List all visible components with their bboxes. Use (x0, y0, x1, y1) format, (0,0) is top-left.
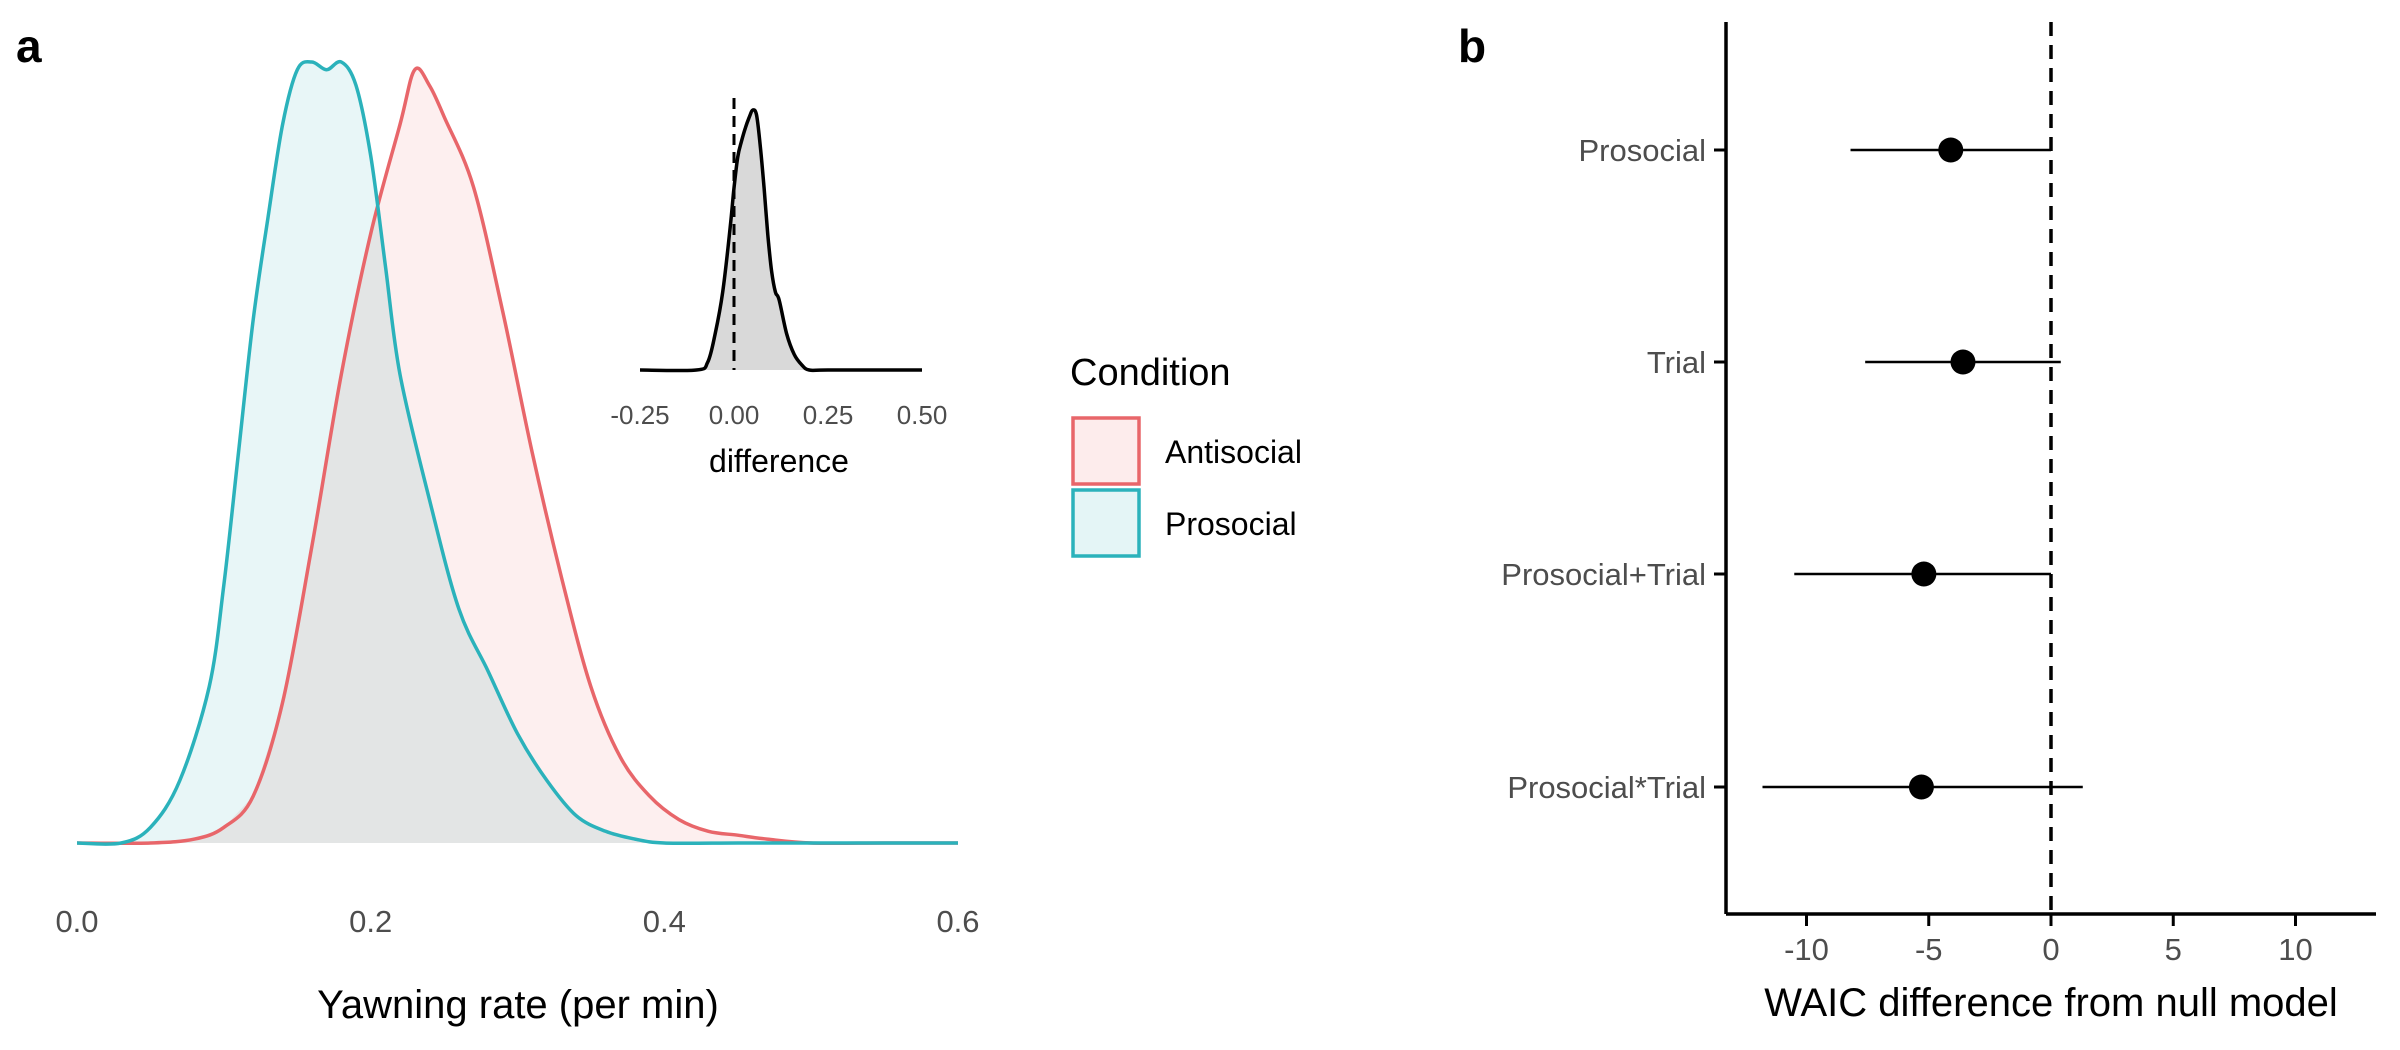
x-tick-labels-b: -10 -5 0 5 10 (1784, 914, 2313, 967)
density-line-antisocial (76, 66, 958, 846)
inset-x-tick-label: 0.00 (709, 400, 760, 430)
estimate-point (1911, 561, 1937, 587)
x-tick-label-b: -10 (1784, 932, 1829, 967)
inset-density-line (639, 108, 922, 373)
x-tick-label: 0.4 (643, 904, 686, 939)
inset-x-tick-label: 0.50 (897, 400, 948, 430)
x-axis-title-b: WAIC difference from null model (1764, 981, 2338, 1025)
legend: Condition Antisocial Prosocial (1070, 352, 1302, 558)
y-category-labels: Prosocial Trial Prosocial+Trial Prosocial*T… (1501, 133, 1726, 805)
y-category-label: Trial (1647, 345, 1706, 380)
estimate-point (1950, 349, 1976, 375)
legend-key-prosocial (1071, 488, 1141, 558)
legend-title: Condition (1070, 352, 1231, 394)
panel-a: a 0.0 0.2 0.4 0.6 Yawning rate (per min) -0… (16, 20, 1302, 1027)
x-axis-title: Yawning rate (per min) (317, 983, 719, 1027)
inset-x-tick-labels: -0.25 0.00 0.25 0.50 (610, 400, 947, 430)
x-tick-label: 0.2 (349, 904, 392, 939)
panel-b-label: b (1458, 20, 1486, 72)
point-ranges (1762, 137, 2083, 800)
legend-label-prosocial: Prosocial (1165, 506, 1297, 542)
y-category-label: Prosocial*Trial (1507, 770, 1706, 805)
inset-x-tick-label: -0.25 (610, 400, 669, 430)
y-category-label: Prosocial+Trial (1501, 557, 1706, 592)
x-tick-label: 0.6 (936, 904, 979, 939)
y-category-label: Prosocial (1579, 133, 1707, 168)
legend-key-antisocial (1071, 416, 1141, 486)
x-tick-label-b: 10 (2278, 932, 2312, 967)
inset-difference-plot: -0.25 0.00 0.25 0.50 difference (610, 98, 947, 479)
x-tick-labels: 0.0 0.2 0.4 0.6 (55, 904, 979, 939)
estimate-point (1938, 137, 1964, 163)
density-areas (76, 59, 958, 846)
inset-density-fill (640, 109, 922, 371)
inset-x-tick-label: 0.25 (803, 400, 854, 430)
density-overlap (77, 210, 958, 843)
density-line-prosocial (76, 59, 958, 846)
legend-label-antisocial: Antisocial (1165, 434, 1302, 470)
inset-density-area (639, 98, 922, 373)
estimate-point (1908, 774, 1934, 800)
x-tick-label-b: 0 (2042, 932, 2059, 967)
x-tick-label-b: -5 (1915, 932, 1943, 967)
x-tick-label: 0.0 (55, 904, 98, 939)
panel-a-label: a (16, 20, 42, 72)
x-tick-label-b: 5 (2165, 932, 2182, 967)
inset-x-axis-title: difference (709, 443, 849, 479)
panel-b: b -10 -5 0 5 10 Prosocial Trial Prosocial+Tria… (1458, 20, 2376, 1025)
